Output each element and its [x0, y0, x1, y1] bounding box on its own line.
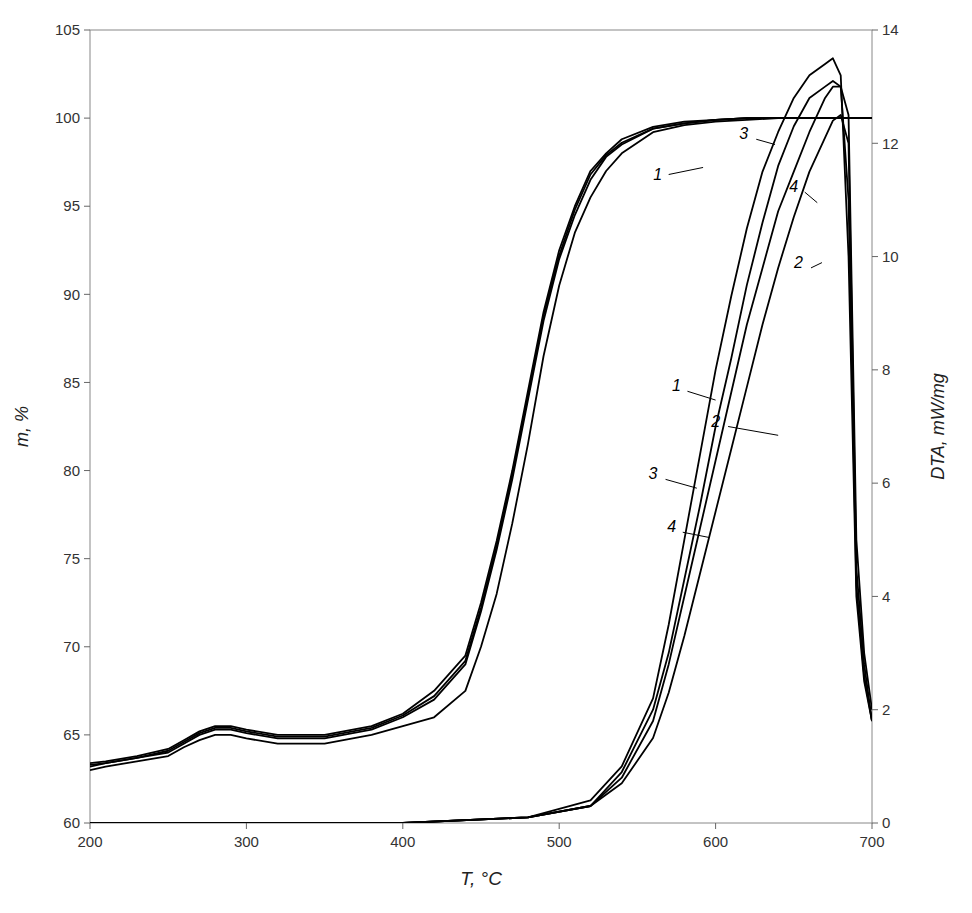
- y2-tick: [872, 143, 878, 144]
- y2-tick: [872, 30, 878, 31]
- x-tick-label: 200: [77, 833, 102, 850]
- y2-tick: [872, 256, 878, 257]
- y-tick: [84, 206, 90, 207]
- annotation-line: [669, 167, 703, 174]
- plot-frame: [90, 30, 872, 823]
- y-tick-label: 90: [63, 286, 80, 303]
- y2-tick: [872, 709, 878, 710]
- dta-line: [90, 115, 872, 823]
- annotation-label: 4: [789, 178, 798, 195]
- dta-line: [90, 58, 872, 823]
- annotation-line: [687, 391, 715, 400]
- y-tick-label: 80: [63, 462, 80, 479]
- x-tick: [246, 823, 247, 829]
- annotation-line: [683, 532, 710, 537]
- tga-line: [90, 118, 872, 765]
- y2-tick-label: 0: [882, 814, 890, 831]
- y-tick-label: 75: [63, 550, 80, 567]
- y2-tick-label: 10: [882, 248, 899, 265]
- y2-axis-label: DTA, mW/mg: [928, 373, 948, 480]
- y2-tick-label: 14: [882, 21, 899, 38]
- x-tick-label: 300: [234, 833, 259, 850]
- y-tick: [84, 558, 90, 559]
- annotation-line: [756, 139, 775, 144]
- y-tick: [84, 470, 90, 471]
- tga-line: [90, 118, 872, 770]
- dta-line: [90, 81, 872, 823]
- annotation-label: 2: [793, 254, 803, 271]
- x-tick-label: 400: [390, 833, 415, 850]
- y-tick-label: 95: [63, 197, 80, 214]
- y-tick-label: 100: [55, 109, 80, 126]
- annotation-label: 4: [667, 518, 676, 535]
- annotation-line: [666, 479, 697, 488]
- x-tick: [559, 823, 560, 829]
- annotation-line: [805, 192, 818, 203]
- series-group: [90, 58, 872, 823]
- y-tick: [84, 382, 90, 383]
- axes: 2003004005006007006065707580859095100105…: [55, 21, 899, 850]
- y2-tick-label: 6: [882, 474, 890, 491]
- y-axis-label: m, %: [12, 406, 32, 447]
- x-tick-label: 600: [703, 833, 728, 850]
- annotations: 1 2 3 4 1 3 4 2: [649, 125, 822, 537]
- y-tick-label: 85: [63, 374, 80, 391]
- y2-tick-label: 12: [882, 135, 899, 152]
- annotation-line: [811, 263, 822, 268]
- y-tick-label: 105: [55, 21, 80, 38]
- y2-tick: [872, 483, 878, 484]
- tga-line: [90, 118, 872, 763]
- x-tick: [872, 823, 873, 829]
- y2-tick: [872, 369, 878, 370]
- annotation-label: 3: [739, 125, 748, 142]
- chart: 2003004005006007006065707580859095100105…: [0, 0, 972, 913]
- y2-tick-label: 8: [882, 361, 890, 378]
- y2-tick-label: 2: [882, 701, 890, 718]
- tga-line: [90, 118, 872, 767]
- y-tick: [84, 646, 90, 647]
- x-tick: [715, 823, 716, 829]
- y-tick: [84, 294, 90, 295]
- y2-tick: [872, 596, 878, 597]
- annotation-label: 2: [710, 413, 720, 430]
- x-axis-label: T, °C: [460, 868, 502, 889]
- y-tick-label: 65: [63, 726, 80, 743]
- y-tick: [84, 734, 90, 735]
- y2-tick: [872, 823, 878, 824]
- y-tick: [84, 118, 90, 119]
- y-tick-label: 60: [63, 814, 80, 831]
- x-tick-label: 500: [547, 833, 572, 850]
- annotation-line: [728, 427, 778, 436]
- y-tick: [84, 823, 90, 824]
- x-tick: [402, 823, 403, 829]
- x-tick: [90, 823, 91, 829]
- annotation-label: 1: [672, 377, 681, 394]
- annotation-label: 3: [649, 465, 658, 482]
- x-tick-label: 700: [859, 833, 884, 850]
- y-tick: [84, 30, 90, 31]
- y-tick-label: 70: [63, 638, 80, 655]
- annotation-label: 1: [653, 166, 662, 183]
- y2-tick-label: 4: [882, 588, 890, 605]
